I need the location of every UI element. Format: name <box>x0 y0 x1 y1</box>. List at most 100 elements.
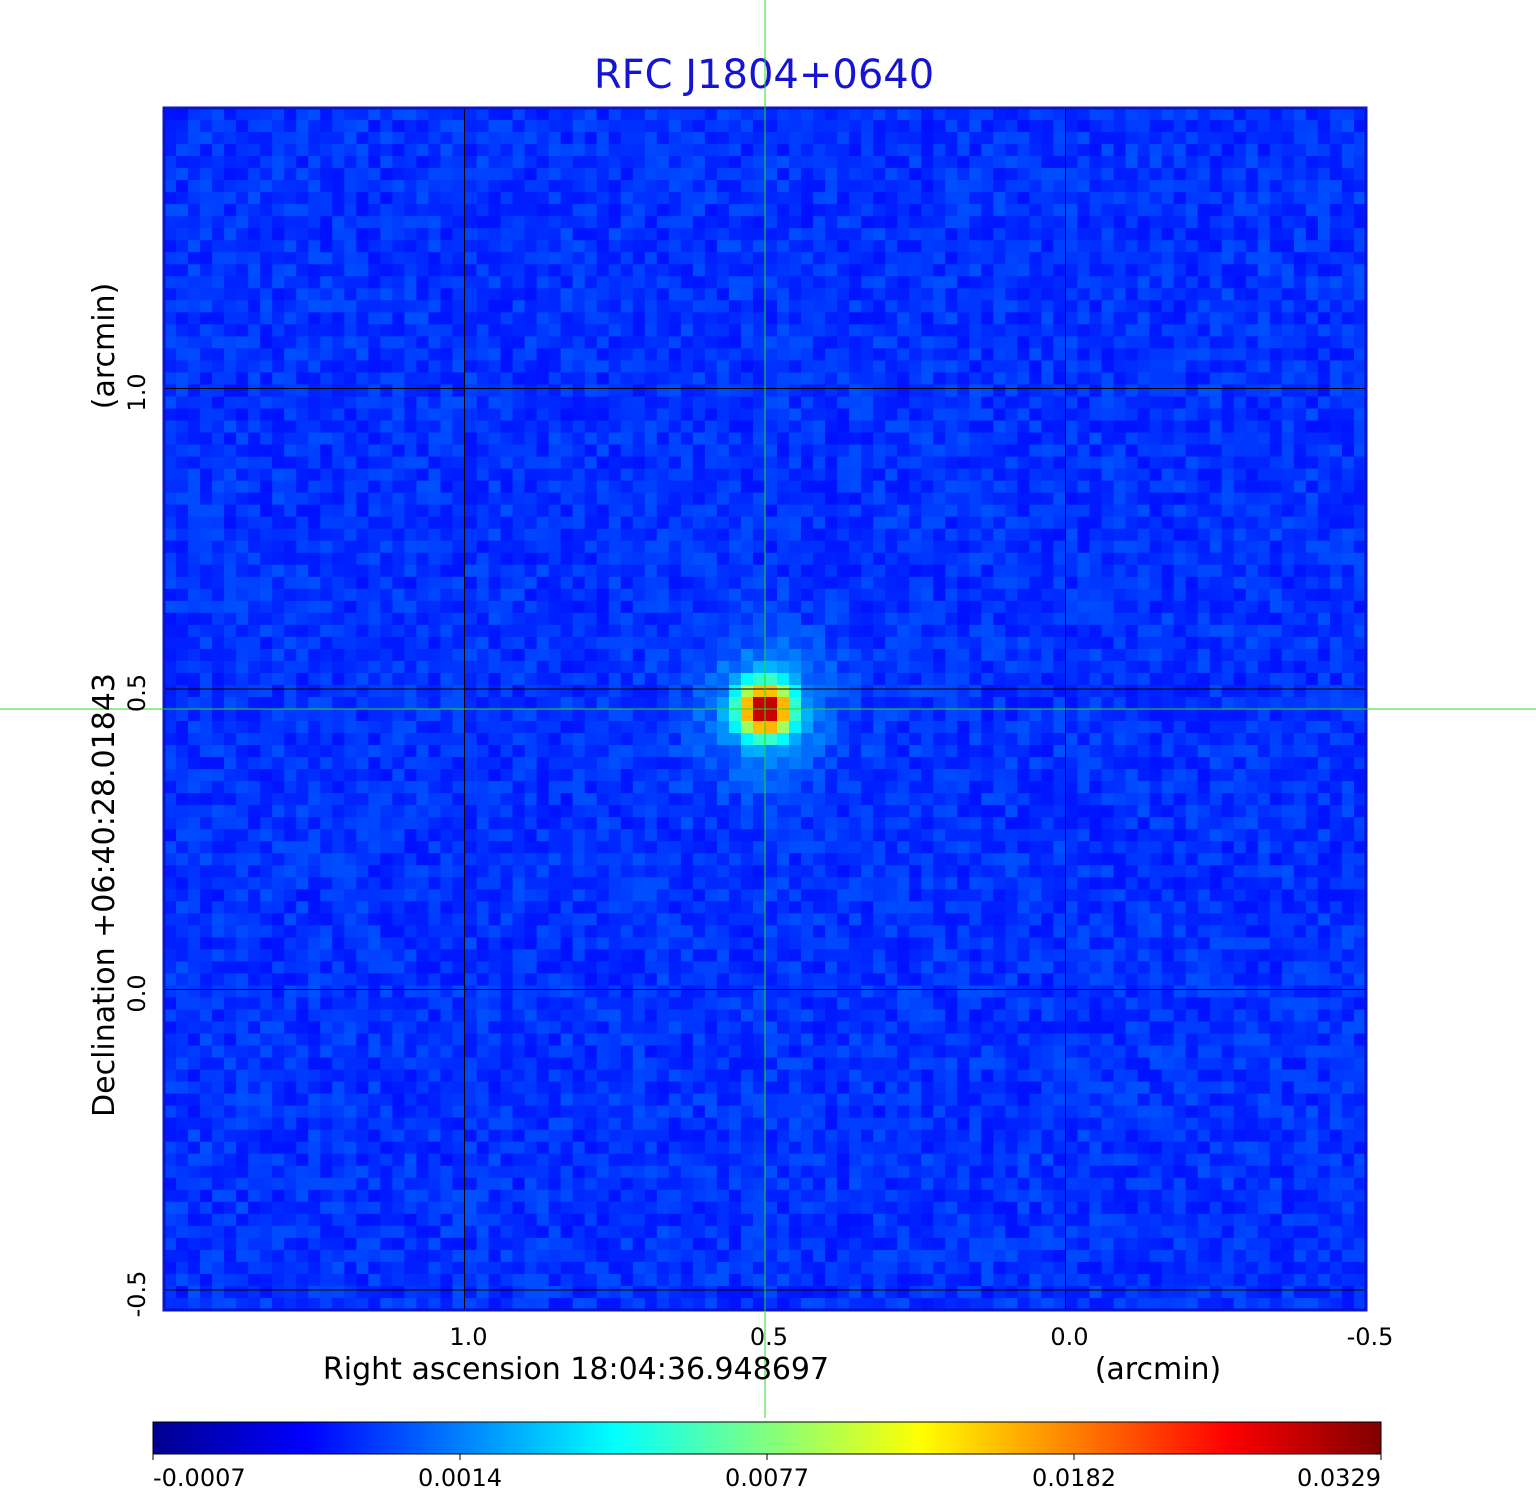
heatmap-cell <box>200 444 213 458</box>
heatmap-cell <box>416 240 430 253</box>
heatmap-cell <box>969 612 982 626</box>
heatmap-cell <box>356 660 369 674</box>
heatmap-cell <box>464 312 478 325</box>
heatmap-cell <box>1017 468 1031 482</box>
heatmap-cell <box>1245 684 1259 698</box>
heatmap-cell <box>308 108 321 121</box>
heatmap-cell <box>416 552 430 566</box>
heatmap-cell <box>1221 312 1235 325</box>
heatmap-cell <box>644 396 658 410</box>
heatmap-cell <box>1353 504 1366 518</box>
heatmap-cell <box>656 684 670 698</box>
heatmap-cell <box>620 600 634 614</box>
heatmap-cell <box>1317 240 1331 253</box>
heatmap-cell <box>789 336 802 349</box>
heatmap-cell <box>296 324 309 337</box>
heatmap-cell <box>933 372 946 386</box>
heatmap-cell <box>1245 660 1259 674</box>
heatmap-cell <box>777 384 790 398</box>
heatmap-cell <box>909 348 922 362</box>
heatmap-cell <box>680 312 694 325</box>
heatmap-cell <box>356 372 369 386</box>
heatmap-cell <box>200 372 213 386</box>
heatmap-cell <box>1113 144 1127 157</box>
heatmap-cell <box>572 348 586 362</box>
heatmap-cell <box>825 504 838 518</box>
heatmap-cell <box>981 420 994 434</box>
heatmap-cell <box>1221 432 1235 446</box>
heatmap-cell <box>1053 672 1067 686</box>
heatmap-cell <box>440 264 454 277</box>
heatmap-cell <box>1341 360 1355 374</box>
heatmap-cell <box>1137 324 1151 337</box>
heatmap-cell <box>1305 576 1319 590</box>
heatmap-cell <box>284 492 297 506</box>
heatmap-cell <box>825 528 838 542</box>
heatmap-cell <box>1053 276 1067 289</box>
heatmap-cell <box>1065 456 1079 470</box>
heatmap-cell <box>1185 336 1199 349</box>
heatmap-cell <box>1173 372 1187 386</box>
heatmap-cell <box>813 144 826 157</box>
heatmap-cell <box>1245 324 1259 337</box>
heatmap-cell <box>248 276 261 289</box>
heatmap-cell <box>1197 264 1211 277</box>
heatmap-cell <box>1137 192 1151 205</box>
heatmap-cell <box>777 144 790 157</box>
heatmap-cell <box>1137 228 1151 241</box>
heatmap-cell <box>1077 348 1091 362</box>
heatmap-cell <box>548 684 562 698</box>
heatmap-cell <box>969 312 982 325</box>
heatmap-cell <box>1065 252 1079 265</box>
heatmap-cell <box>1269 384 1283 398</box>
heatmap-cell <box>440 648 454 662</box>
heatmap-cell <box>1245 600 1259 614</box>
heatmap-cell <box>933 576 946 590</box>
heatmap-cell <box>632 540 646 554</box>
heatmap-cell <box>620 348 634 362</box>
heatmap-cell <box>1281 696 1295 710</box>
heatmap-cell <box>1029 312 1043 325</box>
heatmap-cell <box>969 660 982 674</box>
heatmap-cell <box>296 504 309 518</box>
heatmap-cell <box>1353 684 1366 698</box>
heatmap-cell <box>1185 312 1199 325</box>
heatmap-cell <box>164 552 177 566</box>
heatmap-cell <box>224 408 237 422</box>
heatmap-cell <box>224 588 237 602</box>
heatmap-cell <box>704 372 718 386</box>
heatmap-cell <box>272 492 285 506</box>
heatmap-cell <box>1041 264 1055 277</box>
heatmap-cell <box>476 576 490 590</box>
heatmap-cell <box>212 492 225 506</box>
heatmap-cell <box>692 660 706 674</box>
heatmap-cell <box>1185 156 1199 169</box>
heatmap-cell <box>632 660 646 674</box>
heatmap-cell <box>272 684 285 698</box>
heatmap-cell <box>452 156 466 169</box>
heatmap-cell <box>1329 300 1343 313</box>
heatmap-cell <box>692 516 706 530</box>
heatmap-cell <box>428 348 442 362</box>
heatmap-cell <box>608 456 622 470</box>
heatmap-cell <box>1341 276 1355 289</box>
heatmap-cell <box>368 576 381 590</box>
heatmap-cell <box>608 540 622 554</box>
heatmap-cell <box>1281 276 1295 289</box>
heatmap-cell <box>644 276 658 289</box>
heatmap-cell <box>825 132 838 145</box>
heatmap-cell <box>969 288 982 301</box>
heatmap-cell <box>837 636 850 650</box>
heatmap-cell <box>536 168 550 181</box>
heatmap-cell <box>909 576 922 590</box>
heatmap-cell <box>332 468 345 482</box>
heatmap-cell <box>464 588 478 602</box>
heatmap-cell <box>1041 216 1055 229</box>
heatmap-cell <box>260 684 273 698</box>
heatmap-cell <box>272 648 285 662</box>
heatmap-cell <box>1293 300 1307 313</box>
heatmap-cell <box>176 324 189 337</box>
heatmap-cell <box>248 240 261 253</box>
heatmap-cell <box>308 504 321 518</box>
heatmap-cell <box>524 456 538 470</box>
